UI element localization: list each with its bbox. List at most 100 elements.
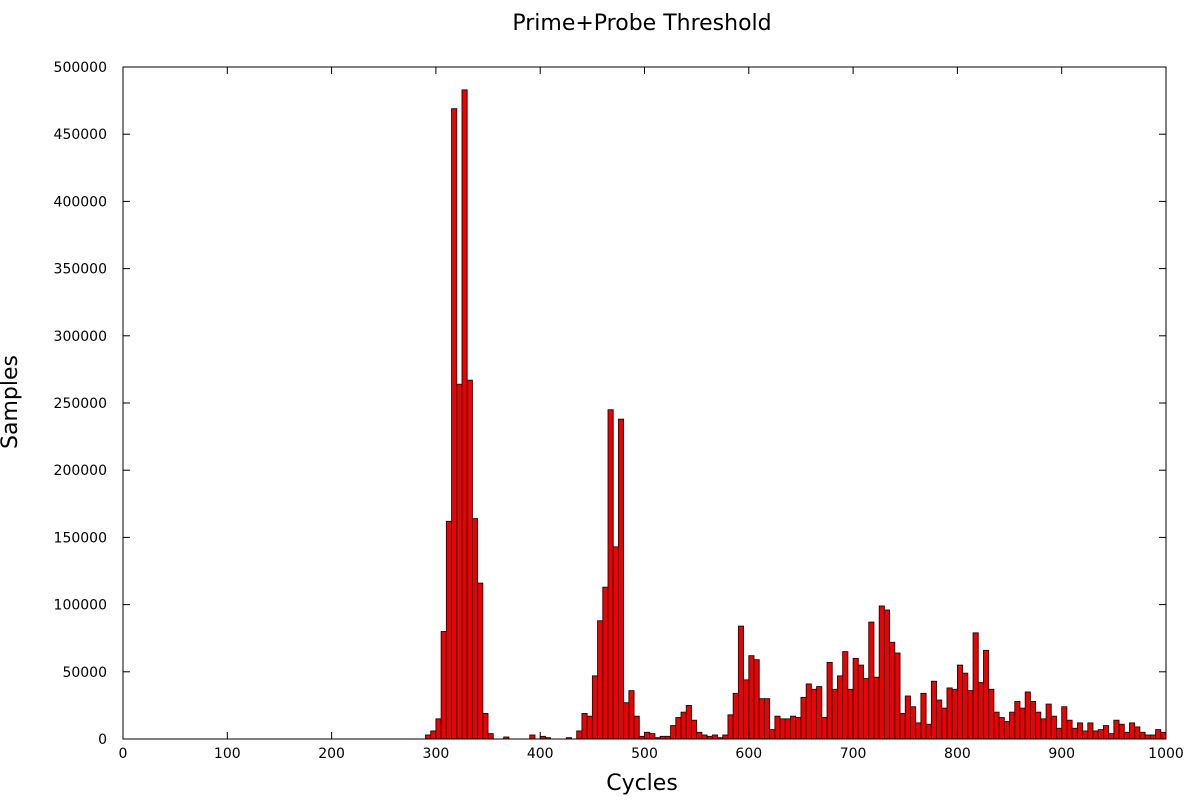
histogram-bar [972,632,979,740]
histogram-bar [649,733,656,740]
histogram-bar [477,582,484,740]
histogram-bar [623,702,630,740]
histogram-bar [847,688,854,740]
histogram-bar [910,706,917,740]
x-tick-label: 900 [1048,746,1075,762]
axis-ticks [122,66,1167,740]
histogram-bar [430,730,437,740]
histogram-bar [680,711,687,740]
histogram-bar [1087,722,1094,740]
histogram-bar [821,717,828,740]
histogram-bar [711,734,718,740]
histogram-bar [1123,731,1130,740]
histogram-bar [1024,691,1031,740]
histogram-bar [581,713,588,740]
x-axis-label: Cycles [606,771,678,796]
histogram-bar [1144,734,1151,740]
histogram-bar [758,698,765,740]
histogram-bar [894,652,901,740]
histogram-bar [998,717,1005,740]
histogram-bar [753,659,760,740]
histogram-bar [466,379,473,740]
histogram-bar [1149,734,1156,740]
histogram-bar [602,586,609,740]
y-tick-label: 450000 [54,127,107,143]
y-tick-label: 500000 [54,60,107,76]
histogram-bar [456,383,463,740]
histogram-bar [774,715,781,740]
histogram-bar [696,731,703,740]
histogram-bar [805,683,812,740]
histogram-bar [800,696,807,740]
histogram-bar [1129,722,1136,740]
histogram-bar [899,713,906,740]
histogram-bar [1071,727,1078,740]
histogram-bar [837,675,844,740]
x-tick-label: 1000 [1148,746,1184,762]
histogram-bar [618,418,625,740]
histogram-bar [957,664,964,740]
histogram-bar [440,631,447,740]
histogram-bar [831,688,838,740]
histogram-bar [1056,727,1063,740]
histogram-bar [915,722,922,740]
histogram-bar [685,705,692,740]
histogram-bar [1118,723,1125,740]
plot-frame [122,66,1167,740]
histogram-bar [810,688,818,740]
histogram-bar [1134,726,1141,740]
histogram-bar [883,609,891,740]
histogram-bar [779,718,786,740]
histogram-bar [445,520,452,740]
y-tick-label: 200000 [54,463,107,479]
histogram-bar [904,695,911,740]
histogram-bar [1076,722,1083,740]
histogram-bar [868,621,875,740]
histogram-bar [461,89,468,740]
histogram-bar [1097,729,1104,740]
y-tick-label: 100000 [54,598,107,614]
histogram-bar [962,672,969,740]
y-tick-label: 400000 [54,194,107,210]
x-tick-label: 100 [214,746,241,762]
histogram-bar [878,605,885,740]
histogram-bar [826,661,833,740]
histogram-bar [1050,715,1057,740]
histogram-bar [586,715,593,740]
histogram-bar [784,718,791,740]
histogram-bar [951,688,958,740]
histogram-bar [863,678,870,740]
histogram-bar [936,699,943,740]
histogram-bar [633,715,640,740]
tick-labels: 0 100 200 300 400 500 600 700 800 900 1000 0 50000 10… [54,60,1184,762]
histogram-bar [1108,733,1115,740]
histogram-bar [607,409,614,740]
chart-title: Prime+Probe Threshold [512,11,771,36]
histogram-bar [769,729,776,740]
histogram-bar [576,730,583,740]
histogram-bar [425,734,432,740]
histogram-bar [597,620,604,740]
histogram-bar [977,682,984,740]
y-tick-label: 350000 [54,262,107,278]
histogram-bar [1040,718,1047,740]
histogram-bar [529,734,536,740]
histogram-bar [591,675,598,740]
histogram-bar [852,657,859,740]
histogram-bar [1061,706,1068,740]
histogram-bar [487,733,494,740]
histogram-bar [920,692,927,740]
histogram-bar [925,723,932,740]
histogram-bar [993,711,1000,740]
histogram-bar [1139,731,1146,740]
x-tick-label: 300 [423,746,450,762]
histogram-bar [612,546,619,740]
histogram-bar [889,641,896,740]
histogram-bar [644,731,651,740]
x-tick-label: 0 [119,746,128,762]
histogram-bar [842,651,849,740]
histogram-bar [722,734,729,740]
histogram-bar [988,688,995,740]
x-tick-label: 600 [735,746,762,762]
